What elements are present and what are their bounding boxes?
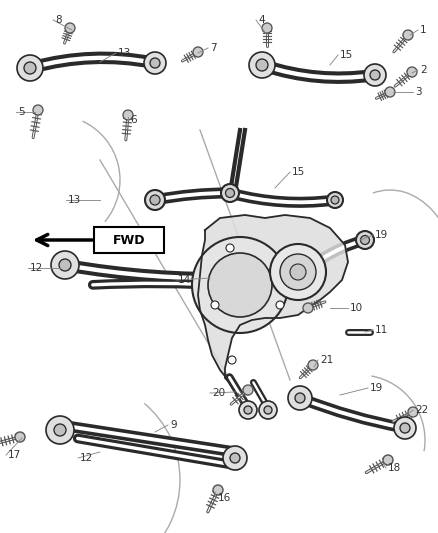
Text: 8: 8 — [55, 15, 62, 25]
Circle shape — [226, 244, 234, 252]
Circle shape — [239, 401, 257, 419]
Circle shape — [15, 432, 25, 442]
Circle shape — [54, 424, 66, 436]
Text: 6: 6 — [130, 115, 137, 125]
Text: 2: 2 — [420, 65, 427, 75]
Circle shape — [295, 393, 305, 403]
Circle shape — [65, 23, 75, 33]
Text: 20: 20 — [212, 388, 225, 398]
Circle shape — [356, 231, 374, 249]
Circle shape — [228, 356, 236, 364]
Text: 13: 13 — [68, 195, 81, 205]
Circle shape — [308, 360, 318, 370]
Text: 4: 4 — [258, 15, 265, 25]
Circle shape — [256, 59, 268, 71]
Circle shape — [394, 417, 416, 439]
Circle shape — [208, 253, 272, 317]
Circle shape — [249, 52, 275, 78]
Circle shape — [370, 70, 380, 80]
Circle shape — [24, 62, 36, 74]
Circle shape — [123, 110, 133, 120]
FancyBboxPatch shape — [94, 227, 164, 253]
Circle shape — [403, 30, 413, 40]
Circle shape — [360, 236, 370, 245]
Text: 17: 17 — [8, 450, 21, 460]
Text: 10: 10 — [350, 303, 363, 313]
Text: 14: 14 — [178, 275, 191, 285]
Circle shape — [230, 453, 240, 463]
Circle shape — [259, 401, 277, 419]
Circle shape — [244, 406, 252, 414]
Text: 15: 15 — [340, 50, 353, 60]
Circle shape — [385, 87, 395, 97]
Circle shape — [213, 485, 223, 495]
Circle shape — [290, 264, 306, 280]
Circle shape — [364, 64, 386, 86]
Text: 19: 19 — [375, 230, 388, 240]
Circle shape — [408, 407, 418, 417]
Circle shape — [383, 455, 393, 465]
Text: 21: 21 — [320, 355, 333, 365]
Circle shape — [33, 105, 43, 115]
Circle shape — [327, 192, 343, 208]
Circle shape — [276, 301, 284, 309]
Text: 16: 16 — [218, 493, 231, 503]
Text: 13: 13 — [118, 48, 131, 58]
Circle shape — [150, 195, 160, 205]
Text: 12: 12 — [80, 453, 93, 463]
Text: 1: 1 — [420, 25, 427, 35]
Circle shape — [59, 259, 71, 271]
Circle shape — [288, 386, 312, 410]
Text: 5: 5 — [18, 107, 25, 117]
Circle shape — [150, 58, 160, 68]
Text: 7: 7 — [210, 43, 217, 53]
Circle shape — [145, 190, 165, 210]
Text: 3: 3 — [415, 87, 422, 97]
Circle shape — [211, 301, 219, 309]
Circle shape — [17, 55, 43, 81]
Text: 18: 18 — [388, 463, 401, 473]
Text: FWD: FWD — [113, 233, 145, 246]
Circle shape — [407, 67, 417, 77]
Polygon shape — [198, 215, 348, 385]
Circle shape — [243, 385, 253, 395]
Circle shape — [193, 47, 203, 57]
Text: 15: 15 — [292, 167, 305, 177]
Text: 19: 19 — [370, 383, 383, 393]
Circle shape — [331, 196, 339, 204]
Circle shape — [46, 416, 74, 444]
Circle shape — [51, 251, 79, 279]
Circle shape — [303, 303, 313, 313]
Circle shape — [192, 237, 288, 333]
Circle shape — [144, 52, 166, 74]
Text: 9: 9 — [170, 420, 177, 430]
Circle shape — [223, 446, 247, 470]
Text: 11: 11 — [375, 325, 388, 335]
Text: 22: 22 — [415, 405, 428, 415]
Circle shape — [400, 423, 410, 433]
Circle shape — [270, 244, 326, 300]
Circle shape — [226, 189, 234, 198]
Circle shape — [262, 23, 272, 33]
Text: 12: 12 — [30, 263, 43, 273]
Circle shape — [221, 184, 239, 202]
Circle shape — [280, 254, 316, 290]
Circle shape — [264, 406, 272, 414]
